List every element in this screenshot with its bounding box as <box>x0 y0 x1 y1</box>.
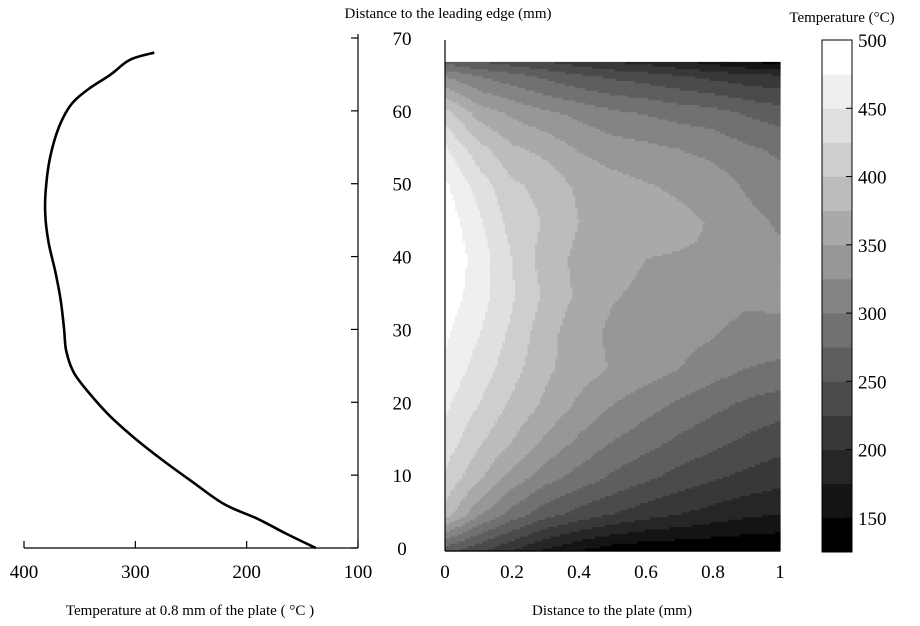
line-chart: 400 300 200 100 0 10 20 30 40 50 60 70 Temperature… <box>10 29 412 619</box>
contour-field <box>445 62 781 552</box>
top-axis-title: Distance to the leading edge (mm) <box>344 6 551 22</box>
line-chart-x-ticks: 400 300 200 100 <box>10 541 373 583</box>
line-y-tick-label: 0 <box>397 539 407 560</box>
line-y-tick-label: 60 <box>393 102 412 123</box>
line-y-tick-label: 30 <box>393 320 412 341</box>
line-y-tick-label: 70 <box>393 29 412 50</box>
line-x-tick-label: 300 <box>121 562 150 583</box>
line-y-tick-label: 40 <box>393 248 412 269</box>
line-chart-x-title: Temperature at 0.8 mm of the plate ( °C … <box>66 603 314 619</box>
line-y-tick-label: 50 <box>393 175 412 196</box>
line-y-tick-label: 10 <box>393 466 412 487</box>
line-y-tick-label: 20 <box>393 393 412 414</box>
line-x-tick-label: 200 <box>232 562 261 583</box>
colorbar-title: Temperature (°C) <box>789 10 894 26</box>
line-chart-y-ticks: 0 10 20 30 40 50 60 70 <box>351 29 412 560</box>
line-x-tick-label: 400 <box>10 562 39 583</box>
contour-chart: 0 0.2 0.4 0.6 0.8 1 Distance to the plate (mm… <box>440 40 785 619</box>
line-x-tick-label: 100 <box>344 562 373 583</box>
line-series-temperature <box>45 53 316 548</box>
